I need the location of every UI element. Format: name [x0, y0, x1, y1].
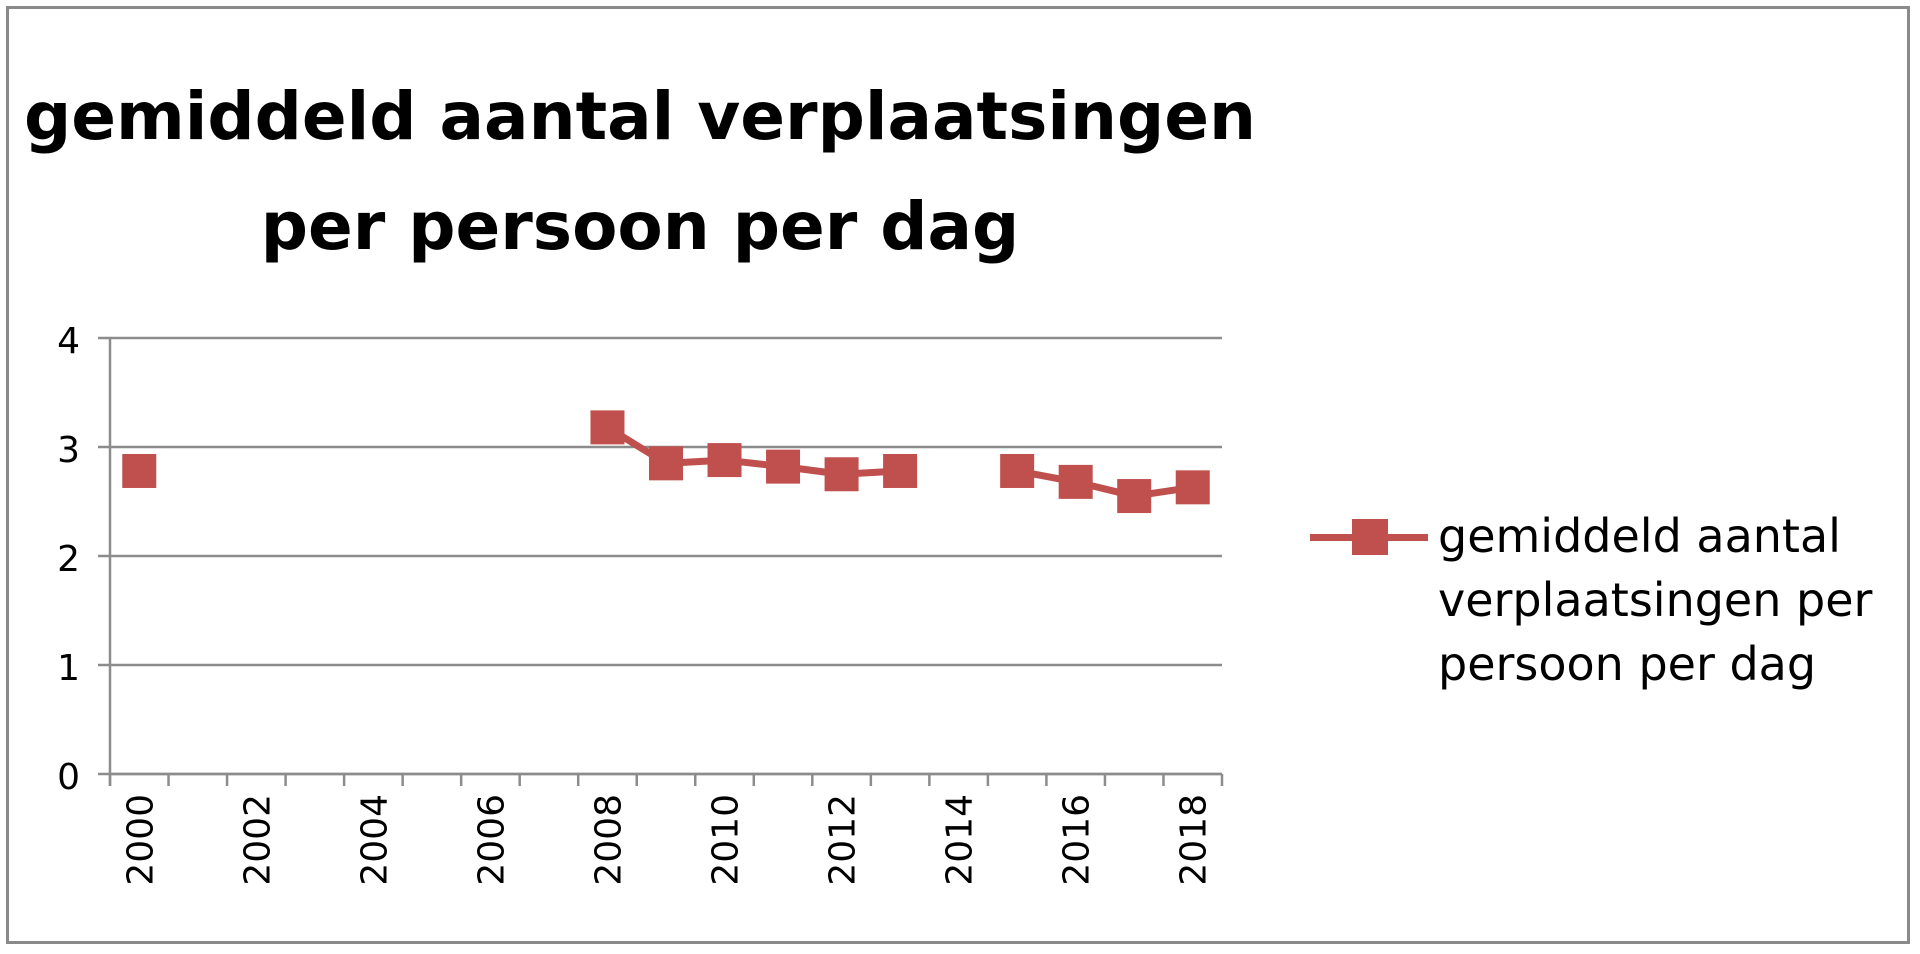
- y-tick-label: 1: [57, 648, 80, 689]
- x-tick-label: 2000: [120, 794, 161, 886]
- chart-frame: [6, 6, 1910, 944]
- data-point-2011: [766, 449, 801, 484]
- data-point-2015: [1000, 453, 1035, 488]
- data-point-2016: [1058, 464, 1093, 499]
- y-tick-label: 0: [57, 757, 80, 798]
- y-tick-label: 4: [57, 321, 80, 362]
- x-tick-label: 2016: [1057, 794, 1098, 886]
- y-tick-label: 2: [57, 539, 80, 580]
- x-tick-label: 2002: [237, 794, 278, 886]
- x-tick-label: 2014: [940, 794, 981, 886]
- data-point-2008: [590, 410, 625, 445]
- data-point-2013: [883, 453, 918, 488]
- x-tick-label: 2010: [706, 794, 747, 886]
- data-point-2010: [707, 443, 742, 478]
- x-tick-label: 2012: [823, 794, 864, 886]
- data-point-2012: [824, 457, 859, 492]
- legend-series-marker: [1352, 519, 1388, 555]
- series-line: [1016, 467, 1194, 500]
- y-tick-label: 3: [57, 430, 80, 471]
- data-point-2009: [649, 446, 683, 481]
- legend-series-label: gemiddeld aantal verplaatsingen per pers…: [1438, 509, 1873, 691]
- data-point-2018: [1175, 470, 1210, 505]
- x-tick-label: 2018: [1174, 794, 1215, 886]
- data-point-2017: [1117, 479, 1152, 514]
- x-tick-label: 2006: [471, 794, 512, 886]
- legend-series-swatch: [1310, 508, 1428, 558]
- x-tick-label: 2008: [588, 794, 629, 886]
- x-tick-label: 2004: [354, 794, 395, 886]
- data-point-2000: [122, 453, 157, 488]
- chart-title: gemiddeld aantal verplaatsingen per pers…: [24, 78, 1256, 265]
- chart-legend: gemiddeld aantal verplaatsingen per pers…: [1310, 508, 1878, 696]
